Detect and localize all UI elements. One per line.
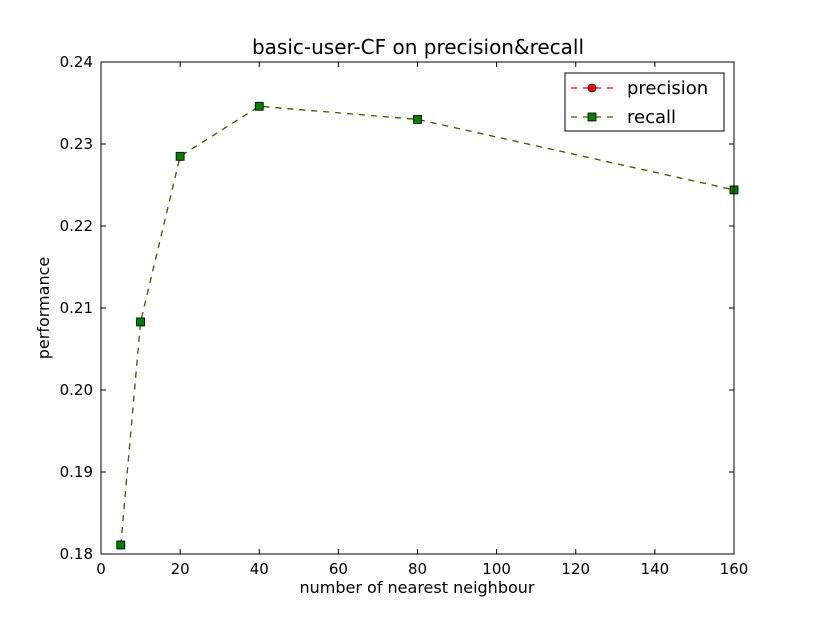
x-tick-label: 100: [482, 560, 511, 578]
legend-precision-label: precision: [627, 78, 708, 99]
recall-point: [136, 317, 145, 327]
x-axis-label: number of nearest neighbour: [300, 578, 535, 597]
recall-point: [116, 540, 126, 550]
y-tick-label: 0.24: [60, 53, 93, 71]
y-tick-label: 0.19: [60, 463, 93, 481]
y-tick-label: 0.23: [60, 135, 93, 153]
x-tick-label: 160: [720, 560, 749, 578]
y-tick-label: 0.22: [60, 217, 93, 235]
y-axis-label: performance: [34, 257, 53, 359]
plot-frame: [100, 61, 735, 555]
legend-recall-label: recall: [627, 107, 676, 128]
plot-area: 0 20 40 60 80 100 120 140 160 0.18 0.19 0.20 0.21 0.2…: [60, 53, 749, 578]
x-tick-label: 40: [250, 560, 269, 578]
recall-point: [254, 101, 264, 111]
recall-point: [175, 151, 185, 161]
x-tick-label: 20: [171, 560, 190, 578]
y-tick-label: 0.20: [60, 381, 93, 399]
plot-background: [101, 62, 734, 554]
x-tick-label: 120: [561, 560, 590, 578]
legend-precision-marker: [587, 83, 597, 93]
legend-recall-marker: [587, 112, 597, 122]
x-tick-label: 0: [96, 560, 106, 578]
x-tick-label: 140: [641, 560, 670, 578]
series-line-recall: [120, 105, 735, 546]
y-tick-label: 0.21: [60, 299, 93, 317]
legend: precision recall: [564, 72, 725, 132]
x-tick-label: 60: [329, 560, 348, 578]
chart-title: basic-user-CF on precision&recall: [252, 35, 584, 59]
y-tick-label: 0.18: [60, 545, 93, 563]
recall-point: [413, 115, 422, 124]
x-tick-label: 80: [408, 560, 427, 578]
